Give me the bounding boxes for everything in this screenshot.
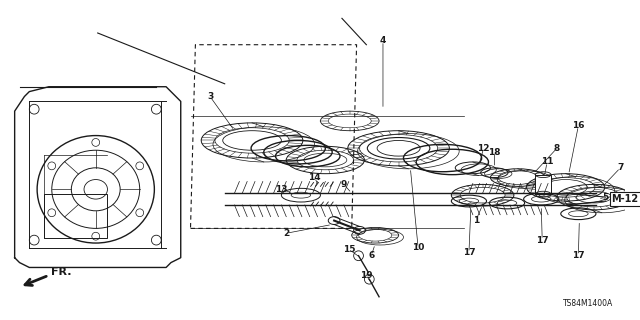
Text: 11: 11: [541, 157, 554, 166]
Text: 8: 8: [554, 144, 560, 153]
Text: 14: 14: [308, 173, 321, 182]
Text: 4: 4: [380, 36, 386, 45]
Text: 5: 5: [603, 193, 609, 202]
Text: M-12: M-12: [612, 194, 639, 204]
Text: 17: 17: [463, 248, 476, 257]
Text: 12: 12: [477, 144, 490, 153]
Text: TS84M1400A: TS84M1400A: [563, 300, 614, 308]
Text: 1: 1: [473, 216, 479, 225]
Text: FR.: FR.: [51, 267, 71, 277]
Text: 15: 15: [344, 245, 356, 254]
Text: 6: 6: [368, 251, 374, 260]
Text: 17: 17: [572, 251, 585, 260]
Text: 16: 16: [572, 121, 584, 130]
Bar: [536, 175, 551, 194]
Text: 13: 13: [275, 185, 287, 194]
Text: 2: 2: [283, 229, 289, 238]
Text: 18: 18: [488, 148, 500, 157]
Text: 19: 19: [360, 271, 372, 280]
Text: 17: 17: [536, 236, 548, 244]
Text: 10: 10: [412, 244, 424, 252]
Text: 3: 3: [207, 92, 213, 101]
Text: 9: 9: [340, 180, 347, 189]
Text: 7: 7: [617, 163, 623, 172]
Bar: [44, 194, 108, 238]
